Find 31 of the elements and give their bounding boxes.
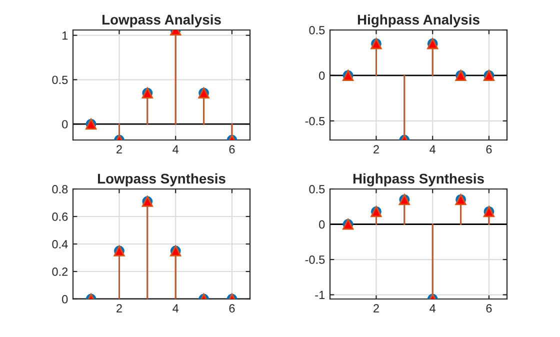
y-tick-label: -0.5 [305, 116, 325, 126]
x-tick-label: 6 [486, 145, 492, 154]
y-tick-label: 0.5 [52, 76, 68, 84]
x-tick-label: 2 [116, 304, 122, 312]
y-tick-label: -0.5 [305, 256, 325, 264]
y-tick-label: 0.4 [52, 240, 68, 248]
x-tick-label: 4 [430, 304, 436, 312]
x-tick-label: 2 [116, 145, 122, 154]
x-tick-label: 4 [430, 145, 436, 154]
y-tick-label: 0.6 [52, 212, 68, 221]
y-tick-label: 0 [319, 71, 325, 80]
y-tick-label: 0 [62, 120, 68, 128]
y-tick-label: 0.5 [309, 185, 325, 194]
x-tick-label: 4 [172, 145, 179, 154]
chart-title: Highpass Analysis [358, 14, 480, 28]
x-tick-label: 4 [172, 304, 179, 312]
y-tick-label: 0.2 [52, 268, 68, 276]
y-tick-label: -1 [315, 290, 325, 300]
chart-title: Lowpass Synthesis [98, 173, 226, 186]
chart-title: Highpass Synthesis [353, 173, 484, 186]
x-tick-label: 2 [374, 145, 379, 154]
x-tick-label: 2 [374, 304, 379, 312]
y-tick-label: 0.8 [52, 185, 68, 194]
x-tick-label: 6 [229, 304, 235, 313]
chart-title: Lowpass Analysis [102, 14, 221, 28]
x-tick-label: 6 [229, 145, 235, 154]
y-tick-label: 0 [319, 220, 325, 229]
x-tick-label: 6 [486, 304, 492, 313]
y-tick-label: 0.5 [309, 26, 325, 34]
y-tick-label: 1 [62, 31, 68, 40]
y-tick-label: 0 [62, 295, 68, 304]
